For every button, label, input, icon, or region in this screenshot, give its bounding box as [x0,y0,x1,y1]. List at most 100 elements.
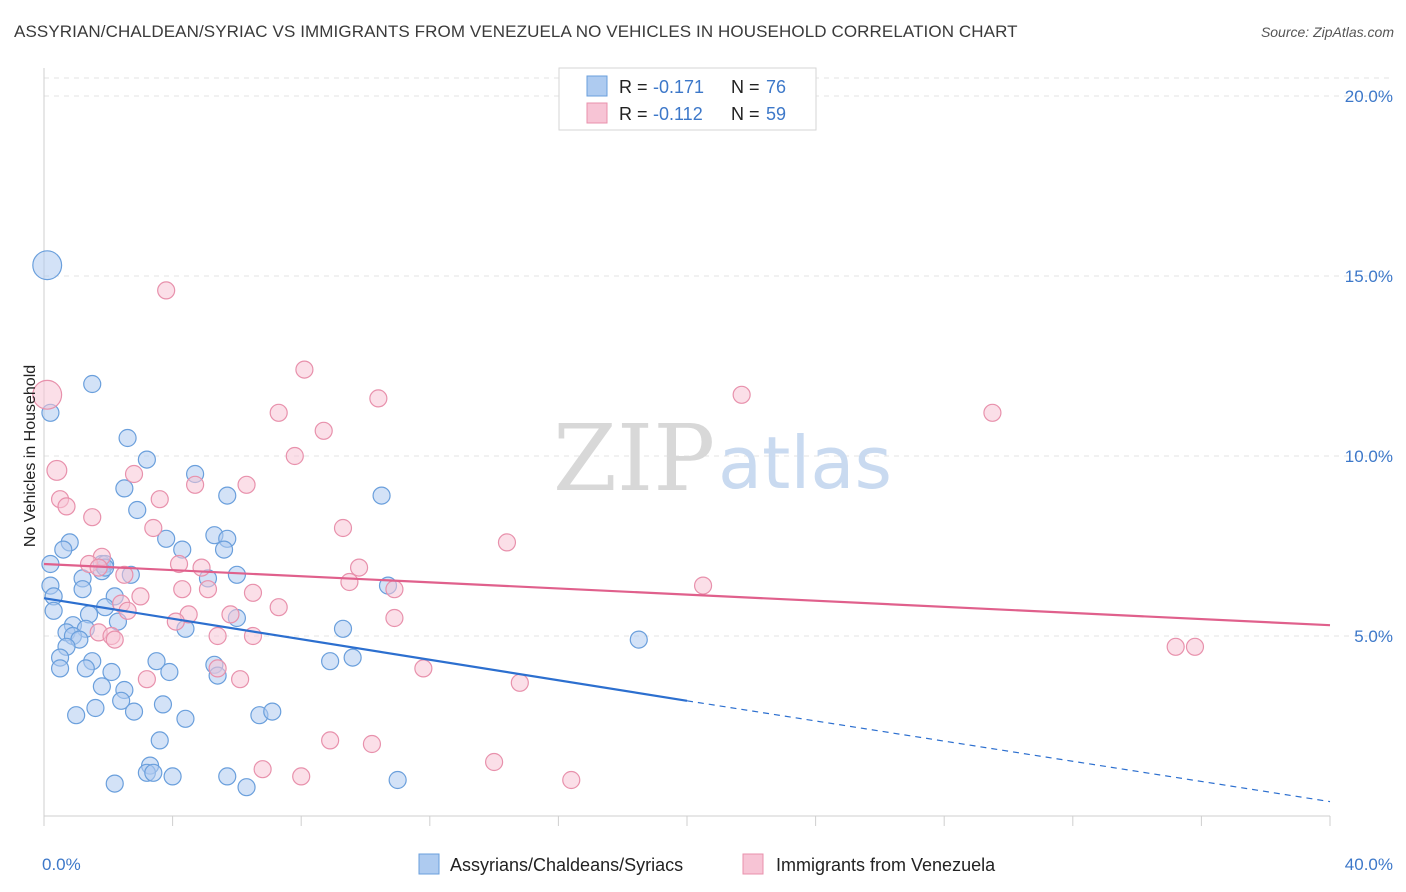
assyrian-point-9 [128,500,147,520]
venezuela-point-0 [32,379,63,410]
source-label: Source: ZipAtlas.com [1260,24,1394,40]
venezuela-point-47 [1185,637,1205,656]
assyrian-point-71 [105,774,124,793]
assyrian-point-50 [76,659,95,678]
venezuela-point-31 [385,580,404,599]
venezuela-point-26 [115,565,134,584]
bottom-legend-label-assyrian: Assyrians/Chaldeans/Syriacs [450,855,683,875]
trend-lines [43,562,1331,803]
venezuela-point-6 [983,403,1002,422]
venezuela-point-38 [385,608,404,628]
venezuela-point-43 [208,626,227,646]
x-tick-label-1: 40.0% [1345,855,1393,874]
venezuela-point-22 [169,554,189,574]
venezuela-point-45 [105,630,124,649]
trend-assyrian-dashed [686,700,1331,803]
assyrian-point-68 [163,767,182,786]
watermark-atlas: atlas [718,421,892,505]
venezuela-point-24 [349,558,369,577]
venezuela-point-1 [157,281,176,300]
legend-n-label-0: N = [731,77,760,97]
assyrian-point-62 [176,709,195,728]
venezuela-point-12 [237,475,256,494]
assyrian-point-55 [92,677,111,696]
assyrian-point-25 [73,580,92,599]
venezuela-point-27 [173,580,192,599]
chart-title: ASSYRIAN/CHALDEAN/SYRIAC VS IMMIGRANTS F… [14,22,1018,41]
assyrian-point-7 [218,486,237,505]
venezuela-point-9 [46,459,68,481]
bottom-legend: Assyrians/Chaldeans/Syriacs Immigrants f… [418,853,996,875]
trend-assyrian-solid [43,597,688,702]
assyrian-point-47 [343,648,362,667]
venezuela-point-40 [166,612,185,631]
legend-n-value-0: 76 [766,77,786,97]
venezuela-point-15 [57,497,76,516]
x-tick-label-0: 0.0% [42,855,81,874]
assyrian-point-69 [218,767,237,786]
assyrian-point-57 [153,695,173,714]
watermark-zip: ZIP [553,405,715,512]
series-assyrian-points [32,250,648,797]
legend-n-value-1: 59 [766,104,786,124]
venezuela-point-37 [221,605,240,624]
axes [43,68,1331,826]
y-axis-label: No Vehicles in Household [22,365,39,547]
venezuela-point-16 [83,508,102,527]
venezuela-point-32 [693,576,713,595]
assyrian-point-51 [102,662,121,682]
y-tick-label-1: 10.0% [1345,447,1393,466]
venezuela-point-11 [186,475,205,494]
bottom-legend-swatch-assyrian [418,853,440,875]
assyrian-point-14 [54,540,73,559]
assyrian-point-38 [333,619,353,638]
y-tick-labels: 5.0% 10.0% 15.0% 20.0% [1345,87,1393,646]
venezuela-point-46 [1166,637,1185,656]
y-tick-label-3: 20.0% [1345,87,1393,106]
venezuela-point-51 [137,670,156,689]
assyrian-point-72 [237,778,256,797]
assyrian-point-11 [157,529,176,548]
trend-venezuela [43,562,1331,627]
assyrian-point-5 [115,479,134,498]
venezuela-point-17 [144,518,163,538]
venezuela-point-3 [269,403,288,422]
assyrian-point-52 [160,662,179,682]
y-tick-label-2: 15.0% [1345,267,1393,286]
stats-legend: R = -0.171 N = 76 R = -0.112 N = 59 [558,67,817,131]
assyrian-point-61 [67,706,86,725]
assyrian-point-60 [124,702,144,721]
venezuela-point-55 [485,752,504,772]
venezuela-point-29 [243,583,263,602]
venezuela-point-28 [198,580,218,599]
assyrian-point-74 [144,763,163,782]
venezuela-point-49 [414,659,433,678]
venezuela-point-50 [231,670,250,689]
venezuela-point-56 [253,760,272,779]
legend-r-label-1: R = [619,104,648,124]
venezuela-point-4 [369,389,388,408]
venezuela-point-19 [497,533,517,552]
assyrian-point-2 [83,374,102,394]
assyrian-point-30 [44,601,63,620]
assyrian-point-48 [147,652,166,671]
legend-swatch-assyrian [586,75,608,97]
watermark: ZIP atlas [553,405,892,512]
venezuela-point-52 [510,673,529,692]
assyrian-point-59 [86,698,105,718]
assyrian-point-65 [150,731,169,750]
assyrian-point-16 [214,540,234,559]
venezuela-point-36 [269,598,288,617]
assyrian-point-23 [227,565,246,584]
assyrian-point-46 [321,652,340,671]
venezuela-point-53 [321,731,340,750]
legend-n-label-1: N = [731,104,760,124]
y-tick-label-0: 5.0% [1354,627,1393,646]
series-venezuela-points [32,281,1205,790]
venezuela-point-57 [292,767,311,786]
assyrian-point-70 [388,770,407,790]
bottom-legend-swatch-venezuela [742,853,764,875]
legend-swatch-venezuela [586,102,608,124]
bottom-legend-label-venezuela: Immigrants from Venezuela [776,855,996,875]
